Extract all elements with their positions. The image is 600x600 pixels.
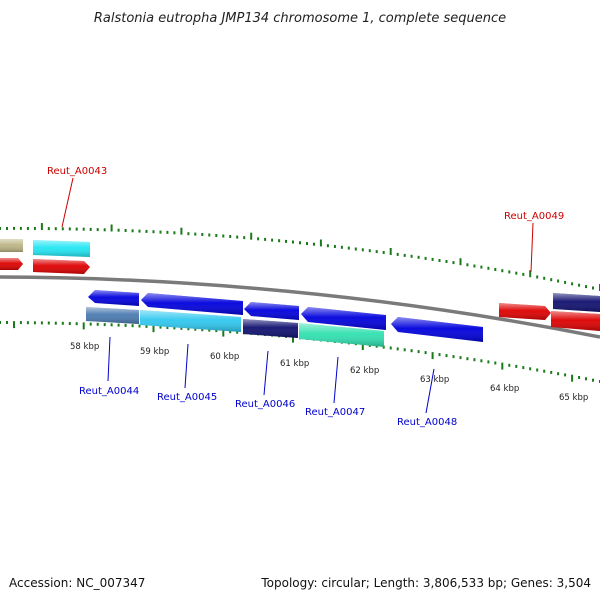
kbp-label: 63 kbp bbox=[420, 375, 449, 385]
gene-label-reut-a0049[interactable]: Reut_A0049 bbox=[504, 211, 564, 222]
gene-feature-navy-right[interactable] bbox=[553, 293, 600, 312]
kbp-labels: 58 kbp 59 kbp 60 kbp 61 kbp 62 kbp 63 kb… bbox=[70, 342, 588, 403]
gene-feature-reverse-5[interactable] bbox=[391, 317, 483, 342]
gene-feature-steel[interactable] bbox=[86, 307, 139, 324]
leader-line-a0046 bbox=[263, 350, 269, 396]
leader-line-a0048 bbox=[425, 368, 435, 414]
kbp-label: 65 kbp bbox=[559, 393, 588, 403]
accession-text: Accession: NC_007347 bbox=[9, 576, 145, 590]
topology-summary-text: Topology: circular; Length: 3,806,533 bp… bbox=[260, 576, 591, 590]
gene-labels: Reut_A0043 Reut_A0044 Reut_A0045 Reut_A0… bbox=[47, 166, 564, 428]
gene-label-reut-a0047[interactable]: Reut_A0047 bbox=[305, 407, 365, 418]
kbp-label: 64 kbp bbox=[490, 384, 519, 394]
gene-label-reut-a0043[interactable]: Reut_A0043 bbox=[47, 166, 107, 177]
gene-label-reut-a0045[interactable]: Reut_A0045 bbox=[157, 392, 217, 403]
gene-feature-khaki[interactable] bbox=[0, 239, 23, 252]
leader-line-a0045 bbox=[184, 343, 189, 389]
map-title: Ralstonia eutropha JMP134 chromosome 1, … bbox=[94, 11, 506, 26]
gene-feature-forward-b[interactable] bbox=[33, 259, 90, 274]
leader-line-a0044 bbox=[107, 336, 111, 382]
gene-label-reut-a0046[interactable]: Reut_A0046 bbox=[235, 399, 295, 410]
outer-tick-ring bbox=[0, 223, 600, 291]
kbp-label: 58 kbp bbox=[70, 342, 99, 352]
gene-feature-reverse-3[interactable] bbox=[244, 302, 299, 320]
kbp-label: 62 kbp bbox=[350, 366, 379, 376]
gene-feature-forward-a[interactable] bbox=[0, 258, 23, 270]
gene-label-reut-a0044[interactable]: Reut_A0044 bbox=[79, 386, 139, 397]
gene-feature-cyan[interactable] bbox=[33, 240, 90, 257]
leader-line-a0049 bbox=[530, 222, 534, 273]
gene-feature-forward-c[interactable] bbox=[499, 303, 551, 320]
chromosome-backbone bbox=[0, 275, 600, 339]
gene-label-leaders bbox=[61, 177, 534, 414]
kbp-label: 59 kbp bbox=[140, 347, 169, 357]
gene-feature-reverse-1[interactable] bbox=[88, 290, 139, 306]
kbp-label: 60 kbp bbox=[210, 352, 239, 362]
gene-label-reut-a0048[interactable]: Reut_A0048 bbox=[397, 417, 457, 428]
gene-feature-navy[interactable] bbox=[243, 319, 298, 338]
leader-line-a0043 bbox=[61, 177, 74, 228]
kbp-label: 61 kbp bbox=[280, 359, 309, 369]
leader-line-a0047 bbox=[333, 356, 339, 404]
